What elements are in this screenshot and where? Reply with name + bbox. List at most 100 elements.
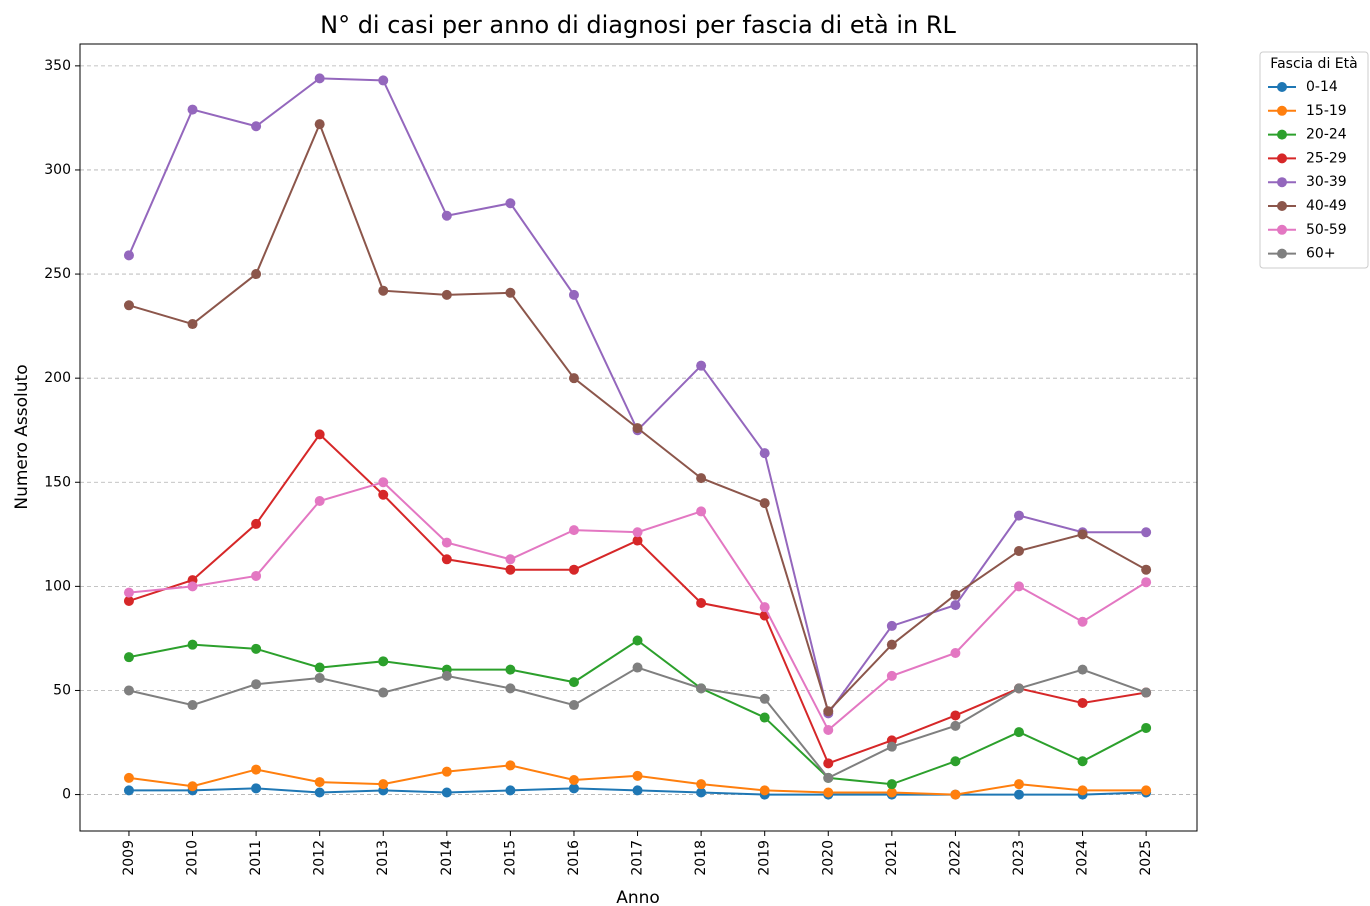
point [950,589,961,600]
x-tick-label: 2019 [757,840,773,876]
point [251,783,262,794]
point [1141,687,1152,698]
point [759,602,770,613]
point [505,664,516,675]
point [441,289,452,300]
point [505,198,516,209]
point [950,600,961,611]
point [1141,577,1152,588]
point [632,635,643,646]
x-tick-label: 2016 [566,840,582,876]
point [632,785,643,796]
x-tick-label: 2025 [1138,840,1154,876]
x-tick-label: 2009 [121,840,137,876]
point [632,770,643,781]
point [568,783,579,794]
y-tick-label: 50 [53,682,71,698]
point [187,581,198,592]
x-tick-label: 2010 [185,840,201,876]
point [378,285,389,296]
point [823,706,834,717]
y-axis-label: Numero Assoluto [12,364,32,509]
point [950,647,961,658]
point [251,643,262,654]
x-tick-label: 2018 [693,840,709,876]
point [505,760,516,771]
point [378,489,389,500]
legend-title: Fascia di Età [1270,56,1357,72]
legend-label: 30-39 [1306,174,1347,190]
point [314,787,325,798]
point [759,693,770,704]
point [123,595,134,606]
legend-marker [1277,224,1287,235]
point [314,672,325,683]
point [950,720,961,731]
x-tick-label: 2014 [439,840,455,876]
point [441,766,452,777]
series-line [128,432,1147,765]
legend-label: 15-19 [1306,103,1347,119]
point [1141,785,1152,796]
point [441,670,452,681]
point [568,700,579,711]
point [1077,616,1088,627]
point [314,119,325,130]
legend-label: 0-14 [1306,79,1338,95]
point [187,319,198,330]
point [1013,581,1024,592]
point [696,598,707,609]
point [823,725,834,736]
point [505,287,516,298]
point [123,772,134,783]
y-tick-label: 200 [44,370,71,386]
legend-marker [1277,129,1287,140]
point [314,496,325,507]
point [568,564,579,575]
point [378,687,389,698]
point [187,104,198,115]
legend-marker [1277,177,1287,188]
point [696,506,707,517]
point [1077,529,1088,540]
point [696,779,707,790]
point [886,741,897,752]
point [696,473,707,484]
point [1141,527,1152,538]
point [505,683,516,694]
point [823,772,834,783]
point [823,758,834,769]
point [441,210,452,221]
x-tick-label: 2017 [630,840,646,876]
point [251,764,262,775]
point [123,652,134,663]
point [314,777,325,788]
point [251,679,262,690]
point [696,360,707,371]
series-line [128,639,1147,786]
point [568,774,579,785]
point [123,785,134,796]
point [696,683,707,694]
point [378,656,389,667]
point [123,685,134,696]
point [568,525,579,536]
series-line [128,666,1147,780]
point [123,250,134,261]
point [823,787,834,798]
point [568,289,579,300]
point [632,535,643,546]
point [759,498,770,509]
point [886,620,897,631]
point [378,477,389,488]
point [1013,779,1024,790]
x-tick-label: 2024 [1075,840,1091,876]
point [632,423,643,434]
point [251,121,262,132]
point [378,779,389,790]
point [886,670,897,681]
point [378,75,389,86]
legend-label: 50-59 [1306,222,1347,238]
plot-frame [79,43,1198,832]
